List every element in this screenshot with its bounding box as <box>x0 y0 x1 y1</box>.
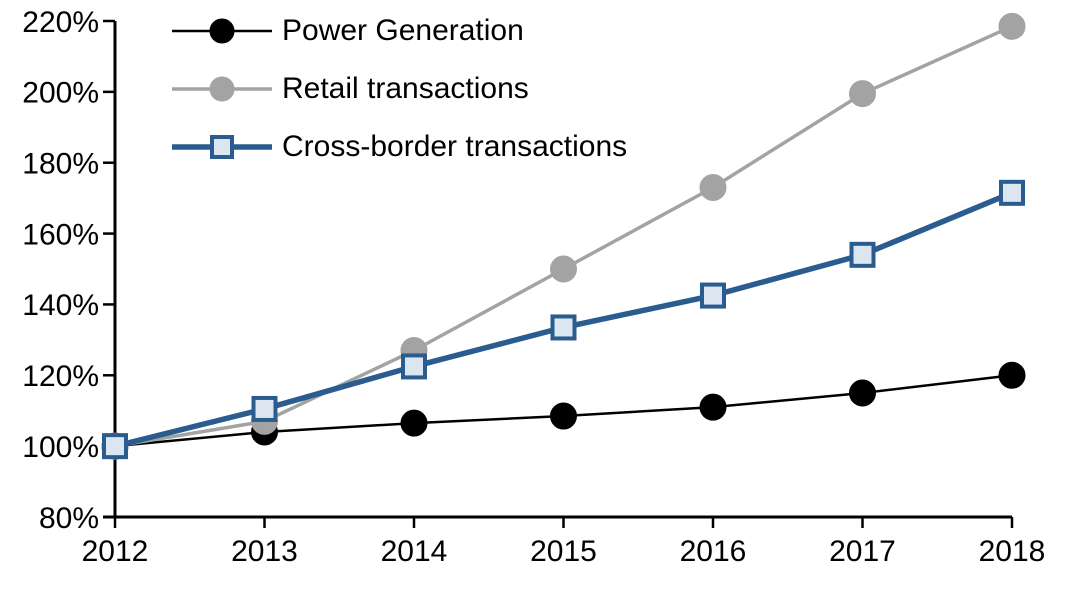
cross-border-transactions-line-marker-icon <box>172 135 272 159</box>
legend-sample-marker <box>210 135 234 159</box>
legend-label-power-generation: Power Generation <box>282 14 524 47</box>
y-axis-label: 220% <box>22 6 99 39</box>
data-point-marker <box>998 12 1026 40</box>
data-point-marker <box>550 255 577 283</box>
legend: Power Generation Retail transactions Cro… <box>172 2 627 176</box>
x-axis-label: 2016 <box>680 535 747 568</box>
data-point-marker <box>102 433 128 460</box>
y-axis-label: 80% <box>39 502 99 535</box>
legend-label-retail-transactions: Retail transactions <box>282 72 529 105</box>
x-axis-label: 2014 <box>381 535 448 568</box>
data-point-marker <box>251 395 278 422</box>
data-point-marker <box>849 80 876 108</box>
data-point-marker <box>550 314 577 341</box>
y-axis-label: 180% <box>22 148 99 181</box>
x-axis-label: 2018 <box>979 535 1046 568</box>
legend-label-cross-border-transactions: Cross-border transactions <box>282 130 628 163</box>
power-generation-line-marker-icon <box>172 18 272 44</box>
data-point-marker <box>699 174 727 202</box>
data-point-marker <box>998 361 1026 389</box>
data-point-marker <box>700 282 726 309</box>
y-axis-label: 200% <box>22 77 99 110</box>
y-axis-label: 160% <box>22 218 99 251</box>
data-point-marker <box>849 241 876 268</box>
y-axis-label: 120% <box>22 360 99 393</box>
data-point-marker <box>550 402 577 430</box>
data-point-marker <box>849 379 876 407</box>
y-axis-label: 140% <box>22 289 99 322</box>
data-point-marker <box>401 353 427 380</box>
legend-sample-marker <box>209 18 235 44</box>
x-axis-label: 2017 <box>829 535 896 568</box>
legend-item-cross-border-transactions: Cross-border transactions <box>172 118 627 176</box>
legend-item-power-generation: Power Generation <box>172 2 627 60</box>
x-axis-label: 2012 <box>82 535 149 568</box>
retail-transactions-line-marker-icon <box>172 76 272 102</box>
legend-sample-marker <box>209 76 235 102</box>
x-axis-label: 2015 <box>530 535 597 568</box>
y-axis-label: 100% <box>22 431 99 464</box>
x-axis-label: 2013 <box>231 535 298 568</box>
data-point-marker <box>400 409 428 437</box>
data-point-marker <box>699 393 727 421</box>
data-point-marker <box>999 179 1025 206</box>
legend-item-retail-transactions: Retail transactions <box>172 60 627 118</box>
